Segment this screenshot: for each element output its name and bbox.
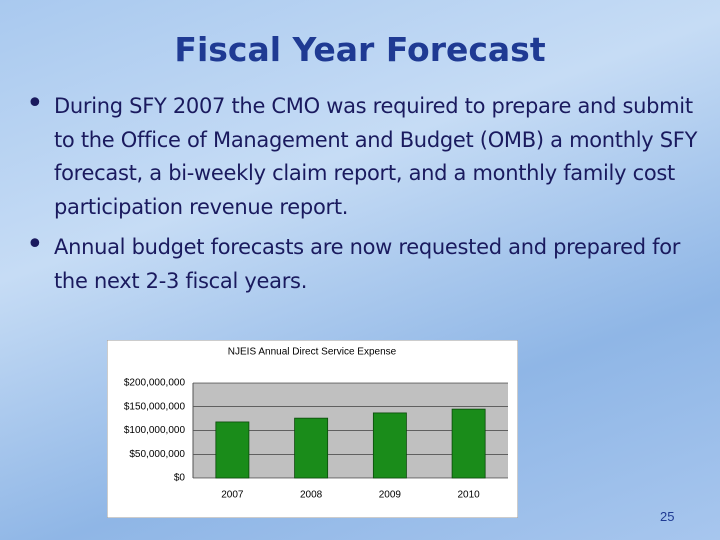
slide-title: Fiscal Year Forecast bbox=[174, 30, 546, 69]
y-tick-label: $0 bbox=[174, 473, 186, 484]
x-tick-label: 2008 bbox=[300, 490, 323, 501]
bullet: Annual budget forecasts are now requeste… bbox=[22, 228, 702, 298]
x-tick-label: 2010 bbox=[458, 490, 481, 501]
y-tick-label: $100,000,000 bbox=[124, 425, 186, 436]
y-tick-label: $150,000,000 bbox=[124, 401, 186, 412]
bullet: During SFY 2007 the CMO was required to … bbox=[22, 87, 702, 224]
y-tick-label: $200,000,000 bbox=[124, 378, 186, 389]
bar bbox=[294, 417, 329, 479]
bar bbox=[372, 412, 407, 479]
chart: NJEIS Annual Direct Service Expense $0 $5… bbox=[107, 340, 518, 518]
bar bbox=[451, 408, 486, 479]
bar bbox=[215, 421, 250, 479]
chart-title: NJEIS Annual Direct Service Expense bbox=[228, 347, 397, 358]
bullet-list: During SFY 2007 the CMO was required to … bbox=[22, 87, 702, 305]
y-tick-label: $50,000,000 bbox=[129, 449, 185, 460]
x-tick-label: 2007 bbox=[221, 490, 244, 501]
page-number: 25 bbox=[660, 509, 675, 524]
x-tick-label: 2009 bbox=[379, 490, 402, 501]
